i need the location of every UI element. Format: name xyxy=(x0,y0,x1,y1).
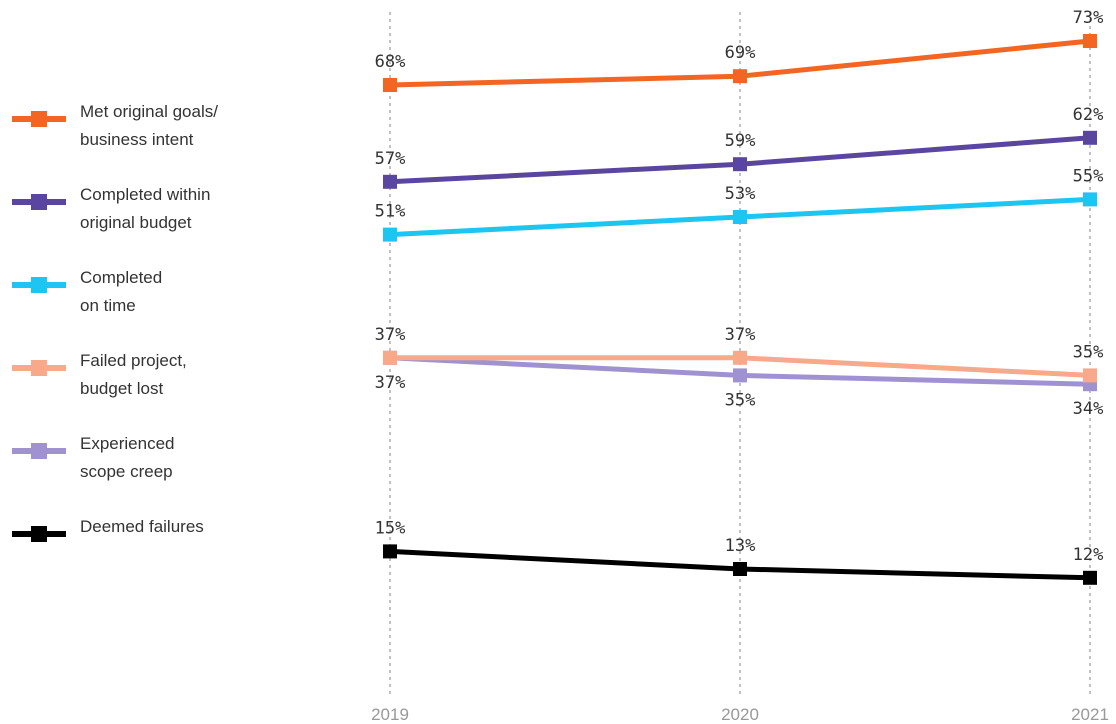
data-point-marker xyxy=(383,78,397,92)
legend-swatch xyxy=(12,360,66,376)
data-point-marker xyxy=(733,210,747,224)
data-point-marker xyxy=(1083,192,1097,207)
data-label: 37% xyxy=(375,373,406,393)
data-label: 69% xyxy=(725,43,756,63)
data-label: 59% xyxy=(725,131,756,151)
x-tick-label: 2021 xyxy=(1071,705,1109,724)
data-label: 34% xyxy=(1073,399,1104,419)
data-label: 68% xyxy=(375,52,406,72)
data-point-marker xyxy=(1083,570,1097,585)
data-label: 62% xyxy=(1073,105,1104,125)
data-label: 73% xyxy=(1073,8,1104,28)
data-point-marker xyxy=(383,350,397,365)
series-lines xyxy=(383,34,1097,585)
legend-swatch xyxy=(12,277,66,293)
legend-label: Completed on time xyxy=(80,268,163,315)
data-point-marker xyxy=(733,350,747,365)
data-label: 13% xyxy=(725,536,756,556)
data-point-marker xyxy=(383,227,397,242)
legend-label: Failed project, budget lost xyxy=(80,351,187,398)
data-label: 35% xyxy=(725,390,756,410)
legend-swatch xyxy=(12,194,66,210)
data-point-marker xyxy=(1083,368,1097,383)
data-label: 53% xyxy=(725,184,756,204)
x-tick-label: 2020 xyxy=(721,705,759,724)
data-label: 35% xyxy=(1073,342,1104,362)
data-label: 15% xyxy=(375,518,406,538)
x-tick-label: 2019 xyxy=(371,705,409,724)
data-point-marker xyxy=(733,157,747,172)
legend-label: Met original goals/ business intent xyxy=(80,102,218,149)
legend-swatch xyxy=(12,443,66,459)
data-label: 12% xyxy=(1073,545,1104,565)
legend-label: Completed within original budget xyxy=(80,185,211,232)
data-label: 37% xyxy=(725,325,756,345)
data-label: 55% xyxy=(1073,166,1104,186)
legend-label: Experienced scope creep xyxy=(80,434,175,481)
data-point-marker xyxy=(383,544,397,559)
data-label: 57% xyxy=(375,149,406,169)
x-axis-ticks: 2019 2020 2021 xyxy=(371,705,1109,724)
legend-swatch xyxy=(12,526,66,542)
legend-swatch xyxy=(12,111,66,127)
data-point-marker xyxy=(733,69,747,84)
data-point-marker xyxy=(1083,34,1097,48)
data-point-marker xyxy=(733,368,747,383)
data-point-marker xyxy=(733,562,747,576)
legend-label: Deemed failures xyxy=(80,517,204,536)
value-labels: 68% 69% 73% 57% 59% 62% 51% 53% 55% 37% 37% 35% 37% 3… xyxy=(375,8,1104,565)
data-label: 37% xyxy=(375,325,406,345)
data-point-marker xyxy=(383,174,397,189)
data-point-marker xyxy=(1083,130,1097,145)
data-label: 51% xyxy=(375,202,406,222)
